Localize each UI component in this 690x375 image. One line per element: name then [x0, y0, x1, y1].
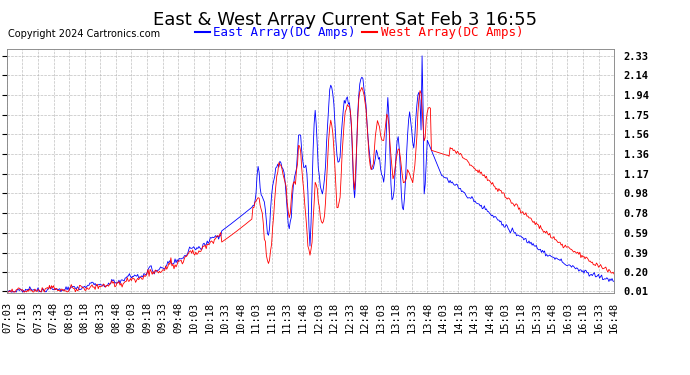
- West Array(DC Amps): [515, 206, 524, 210]
- East Array(DC Amps): [610, 279, 618, 284]
- Line: East Array(DC Amps): East Array(DC Amps): [7, 56, 614, 292]
- West Array(DC Amps): [357, 85, 366, 90]
- Text: Copyright 2024 Cartronics.com: Copyright 2024 Cartronics.com: [8, 29, 159, 39]
- West Array(DC Amps): [79, 285, 88, 290]
- West Array(DC Amps): [4, 290, 12, 294]
- East Array(DC Amps): [418, 54, 426, 58]
- West Array(DC Amps): [221, 237, 230, 242]
- Text: East & West Array Current Sat Feb 3 16:55: East & West Array Current Sat Feb 3 16:5…: [153, 11, 537, 29]
- Line: West Array(DC Amps): West Array(DC Amps): [7, 87, 614, 292]
- East Array(DC Amps): [396, 166, 404, 171]
- East Array(DC Amps): [3, 289, 11, 294]
- East Array(DC Amps): [221, 225, 230, 230]
- West Array(DC Amps): [610, 272, 618, 276]
- West Array(DC Amps): [295, 144, 304, 148]
- East Array(DC Amps): [130, 274, 138, 279]
- East Array(DC Amps): [79, 285, 88, 290]
- East Array(DC Amps): [4, 290, 12, 294]
- East Array(DC Amps): [515, 234, 524, 238]
- East Array(DC Amps): [295, 132, 304, 137]
- Legend: East Array(DC Amps), West Array(DC Amps): East Array(DC Amps), West Array(DC Amps): [190, 21, 529, 44]
- West Array(DC Amps): [130, 276, 138, 281]
- West Array(DC Amps): [3, 290, 11, 294]
- West Array(DC Amps): [397, 164, 406, 168]
